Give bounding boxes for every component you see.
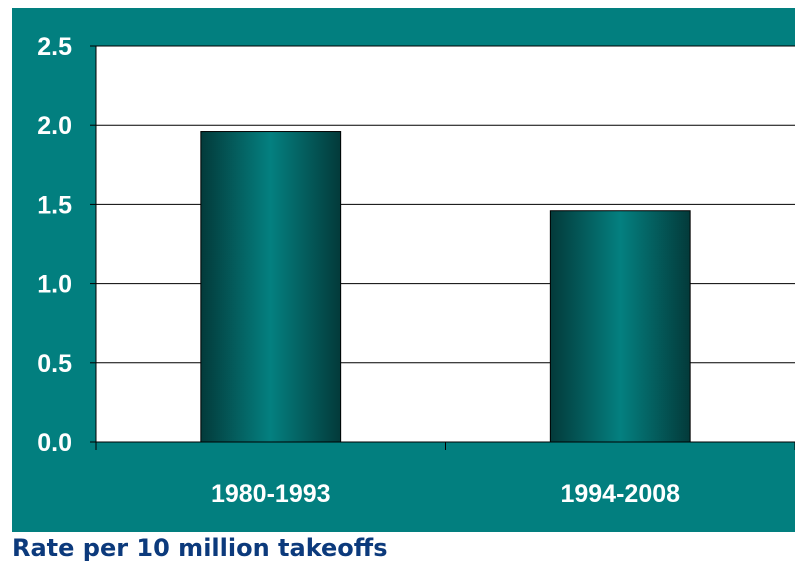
y-tick-label: 0.5 <box>37 350 72 378</box>
bar-1980-1993 <box>200 131 342 443</box>
bar-1994-2008 <box>549 210 691 443</box>
y-tick-label: 2.5 <box>37 33 72 61</box>
chart-caption: Rate per 10 million takeoffs <box>12 534 388 562</box>
x-tick-label: 1994-2008 <box>560 480 680 508</box>
y-tick-labels: 0.0 0.5 1.0 1.5 2.0 2.5 <box>37 33 72 457</box>
x-tick-label: 1980-1993 <box>211 480 331 508</box>
chart-panel: 0.0 0.5 1.0 1.5 2.0 2.5 1980-1993 1994-2008 <box>12 8 795 532</box>
y-tick-label: 0.0 <box>37 429 72 457</box>
y-tick-label: 1.0 <box>37 271 72 299</box>
y-tick-label: 1.5 <box>37 191 72 219</box>
y-tick-label: 2.0 <box>37 112 72 140</box>
x-tick-labels: 1980-1993 1994-2008 <box>211 480 680 508</box>
bars <box>200 131 691 443</box>
bar-chart: 0.0 0.5 1.0 1.5 2.0 2.5 1980-1993 1994-2008 <box>37 33 795 508</box>
